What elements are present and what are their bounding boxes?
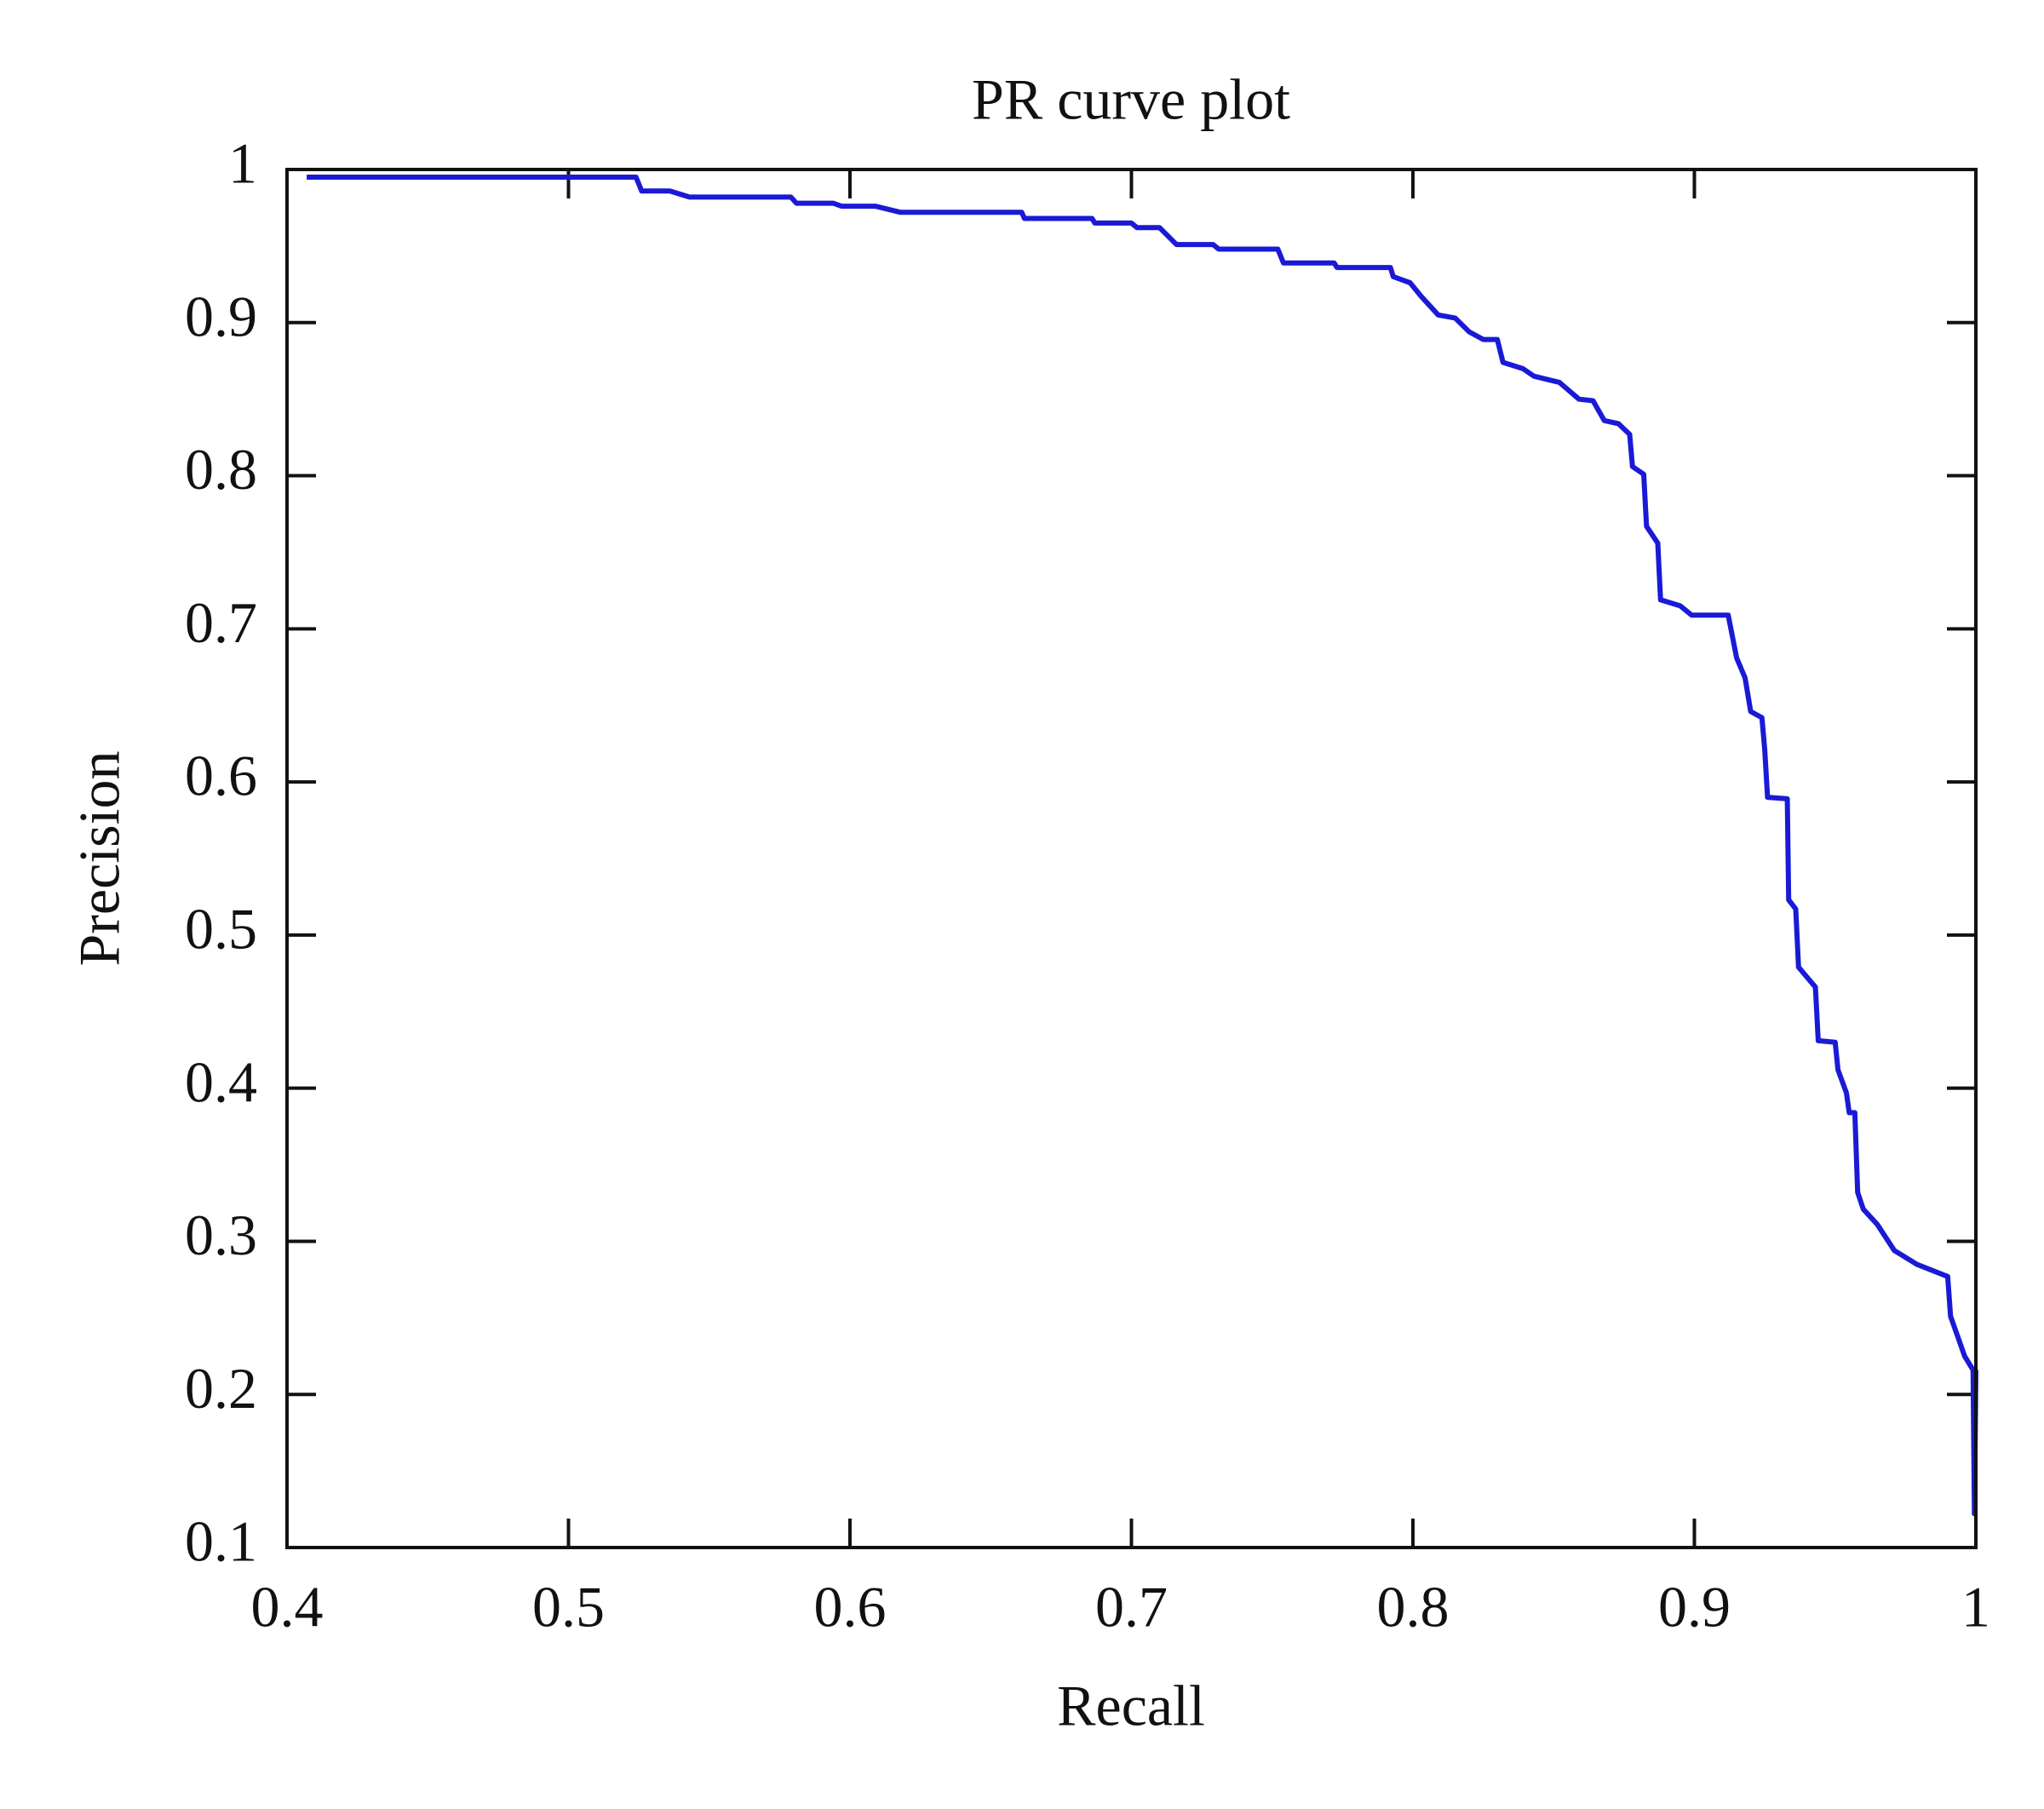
- y-tick-label: 0.6: [185, 744, 257, 808]
- chart-title: PR curve plot: [972, 67, 1290, 132]
- pr-curve: [307, 175, 1978, 1517]
- y-tick-label: 0.5: [185, 896, 257, 961]
- x-tick-label: 0.9: [1658, 1575, 1731, 1640]
- x-tick-label: 0.5: [532, 1575, 605, 1640]
- x-tick-label: 0.8: [1377, 1575, 1450, 1640]
- y-tick-label: 1: [228, 131, 257, 196]
- x-axis-label: Recall: [1057, 1674, 1205, 1738]
- y-axis-label: Precision: [67, 750, 132, 966]
- y-tick-label: 0.4: [185, 1049, 257, 1114]
- y-tick-label: 0.1: [185, 1509, 257, 1574]
- x-tick-label: 0.4: [251, 1575, 324, 1640]
- y-tick-label: 0.7: [185, 590, 257, 655]
- x-tick-label: 0.6: [814, 1575, 887, 1640]
- y-tick-label: 0.2: [185, 1356, 257, 1421]
- y-tick-label: 0.9: [185, 284, 257, 348]
- y-tick-label: 0.8: [185, 437, 257, 502]
- x-tick-label: 1: [1961, 1575, 1990, 1640]
- x-tick-label: 0.7: [1095, 1575, 1168, 1640]
- plot-frame: [285, 168, 1978, 1549]
- y-tick-label: 0.3: [185, 1203, 257, 1267]
